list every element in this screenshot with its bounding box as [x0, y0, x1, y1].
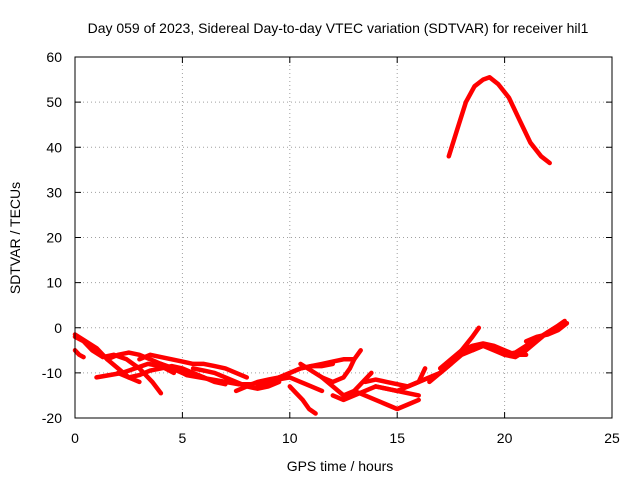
- y-tick-label: 20: [46, 230, 62, 246]
- plot-frame: [74, 56, 613, 419]
- y-tick-label: 60: [46, 49, 62, 65]
- y-tick-label: 0: [54, 320, 62, 336]
- series-arc-25: [523, 320, 570, 344]
- x-tick-label: 20: [497, 430, 513, 446]
- x-tick-label: 15: [389, 430, 405, 446]
- y-tick-label: 40: [46, 139, 62, 155]
- series-arc-12: [276, 357, 357, 380]
- y-tick-label: -20: [42, 410, 62, 426]
- y-tick-label: 10: [46, 275, 62, 291]
- series-arc-3: [72, 348, 86, 360]
- series-arc-6: [115, 363, 207, 380]
- x-axis-label: GPS time / hours: [287, 458, 394, 474]
- x-tick-label: 0: [71, 430, 79, 446]
- series-arc-9: [190, 366, 282, 391]
- grid-lines: [75, 57, 612, 418]
- series-arc-15: [319, 348, 363, 385]
- chart-title: Day 059 of 2023, Sidereal Day-to-day VTE…: [88, 20, 589, 36]
- series-arc-high: [446, 75, 552, 166]
- y-tick-label: 50: [46, 94, 62, 110]
- x-tick-label: 25: [604, 430, 620, 446]
- y-axis-label: SDTVAR / TECUs: [7, 182, 23, 294]
- y-tick-label: 30: [46, 184, 62, 200]
- series-layer: [72, 75, 570, 416]
- x-tick-label: 5: [179, 430, 187, 446]
- axes: 0 5 10 15 20 25 -20 -10 0 10 20 30 40 50 60: [42, 49, 620, 446]
- x-tick-label: 10: [282, 430, 298, 446]
- series-arc-13: [287, 384, 318, 416]
- series-arc-14: [298, 361, 374, 398]
- y-tick-label: -10: [42, 365, 62, 381]
- series-arc-17: [351, 388, 421, 412]
- series-arc-7: [137, 352, 250, 380]
